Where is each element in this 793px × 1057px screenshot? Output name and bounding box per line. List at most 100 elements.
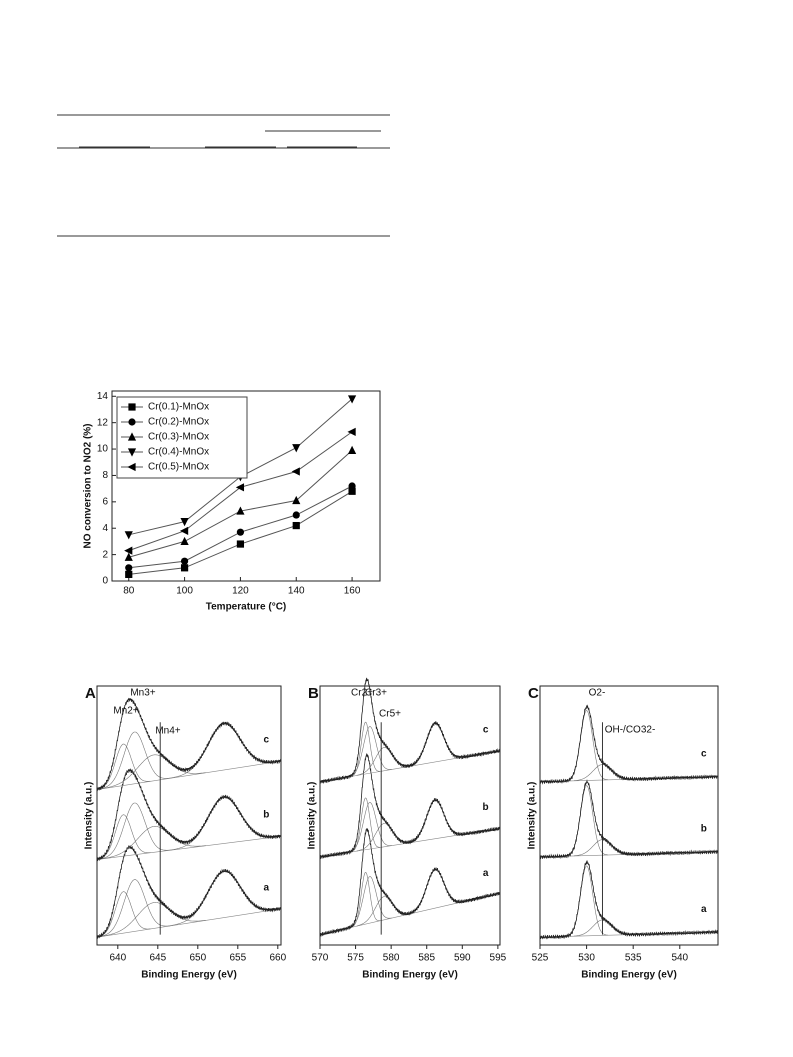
x-tick-label: 525 [532,953,549,964]
legend-label: Cr(0.2)-MnOx [148,417,209,428]
data-point [235,483,245,492]
x-tick-label: 640 [109,953,126,964]
fit-component [347,726,392,778]
data-point [292,495,301,505]
spectrum [96,845,282,939]
data-point [179,526,189,535]
spectrum [96,768,282,862]
x-tick-label: 650 [189,953,206,964]
peak-label: O2- [589,688,606,699]
fit-component [96,814,151,860]
y-tick-label: 10 [97,444,109,455]
x-tick-label: 660 [269,953,286,964]
data-point [347,445,357,454]
y-tick-label: 12 [97,417,109,428]
data-point [292,511,300,519]
legend-label: Cr(0.1)-MnOx [148,402,209,413]
peak-label: Mn4+ [155,726,180,737]
baseline [96,835,282,860]
table-rules [57,114,390,237]
plot-frame [539,685,719,946]
data-point [347,427,356,437]
spectrum [96,697,282,792]
data-point [180,536,189,546]
spectrum [539,860,719,940]
plot-frame [319,685,501,946]
spectrum [539,779,719,860]
spectrum [539,704,718,785]
data-point [348,482,356,490]
data-point [124,531,133,540]
x-tick-label: 590 [454,953,471,964]
x-axis-label: Binding Energy (eV) [141,970,237,981]
x-axis-label: Binding Energy (eV) [362,970,458,981]
fit-component [565,710,608,782]
fit-component [406,868,464,915]
x-tick-label: 100 [176,586,193,597]
curve-label: a [701,904,707,915]
legend-marker [127,462,136,472]
y-axis-label: Intensity (a.u.) [307,782,318,850]
curve-label: a [483,868,489,879]
data-point [348,487,356,495]
legend-marker [128,403,136,411]
baseline [96,908,282,938]
curve-label: b [701,824,707,835]
x-tick-label: 535 [625,953,642,964]
spectrum [319,827,501,937]
peak-label: Cr3+ [365,688,387,699]
fit-component [98,731,171,790]
panel-letter: C [528,685,539,702]
x-tick-label: 540 [671,953,688,964]
curve-label: a [263,882,269,893]
x-tick-label: 645 [149,953,166,964]
x-tick-label: 580 [383,953,400,964]
x-tick-label: 160 [344,586,361,597]
x-tick-label: 595 [490,953,507,964]
y-axis-label: NO conversion to NO2 (%) [83,423,94,548]
y-tick-label: 2 [102,549,108,560]
x-tick-label: 140 [288,586,305,597]
x-tick-label: 585 [418,953,435,964]
fit-component [406,722,465,768]
curve-label: c [701,748,707,759]
y-tick-label: 4 [102,523,108,534]
peak-label: Cr5+ [379,709,401,720]
x-tick-label: 655 [229,953,246,964]
legend-label: Cr(0.3)-MnOx [148,432,209,443]
y-axis-label: Intensity (a.u.) [527,782,538,850]
curve-label: b [263,809,269,820]
data-point [180,564,189,572]
fit-component [96,743,151,790]
data-point [292,521,300,530]
curve-label: c [483,725,489,736]
peak-label: OH-/CO32- [605,725,656,736]
y-tick-label: 14 [97,391,109,402]
y-axis-label: Intensity (a.u.) [84,782,95,850]
baseline [96,760,282,790]
fit-component [347,802,392,853]
spectrum [319,677,501,784]
data-point [236,506,245,515]
fit-component [565,865,608,937]
fit-component [101,826,206,860]
legend-marker [128,418,136,426]
legend-label: Cr(0.5)-MnOx [148,462,209,473]
data-point [291,467,300,476]
data-point [236,540,245,548]
y-tick-label: 8 [102,470,108,481]
x-tick-label: 120 [232,586,249,597]
x-tick-label: 530 [578,953,595,964]
x-axis-label: Binding Energy (eV) [581,970,677,981]
data-point [236,528,245,536]
plot-frame [96,685,282,946]
panel-letter: A [85,685,96,702]
curve-label: c [263,735,269,746]
plot-frame [111,390,381,582]
legend-marker [127,448,137,457]
fit-component [565,785,608,857]
x-tick-label: 575 [347,953,364,964]
data-point [347,395,357,404]
fit-component [101,902,206,937]
data-point [292,444,301,453]
